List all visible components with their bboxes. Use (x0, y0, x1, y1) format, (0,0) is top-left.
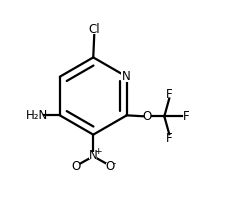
Bar (89, 26, 100, 34)
Bar (73, 163, 80, 170)
Bar (121, 71, 132, 82)
Text: O: O (105, 160, 115, 173)
Text: H₂N: H₂N (26, 109, 48, 122)
Bar (144, 112, 151, 120)
Text: F: F (183, 110, 190, 123)
Bar (106, 163, 114, 170)
Text: Cl: Cl (89, 23, 100, 36)
Text: F: F (166, 88, 173, 101)
Text: O: O (143, 110, 152, 123)
Text: N: N (89, 149, 98, 162)
Text: F: F (166, 132, 173, 145)
Text: +: + (94, 147, 101, 156)
Text: -: - (113, 159, 116, 168)
Text: O: O (72, 160, 81, 173)
Bar (89, 152, 97, 159)
Text: N: N (122, 70, 131, 83)
